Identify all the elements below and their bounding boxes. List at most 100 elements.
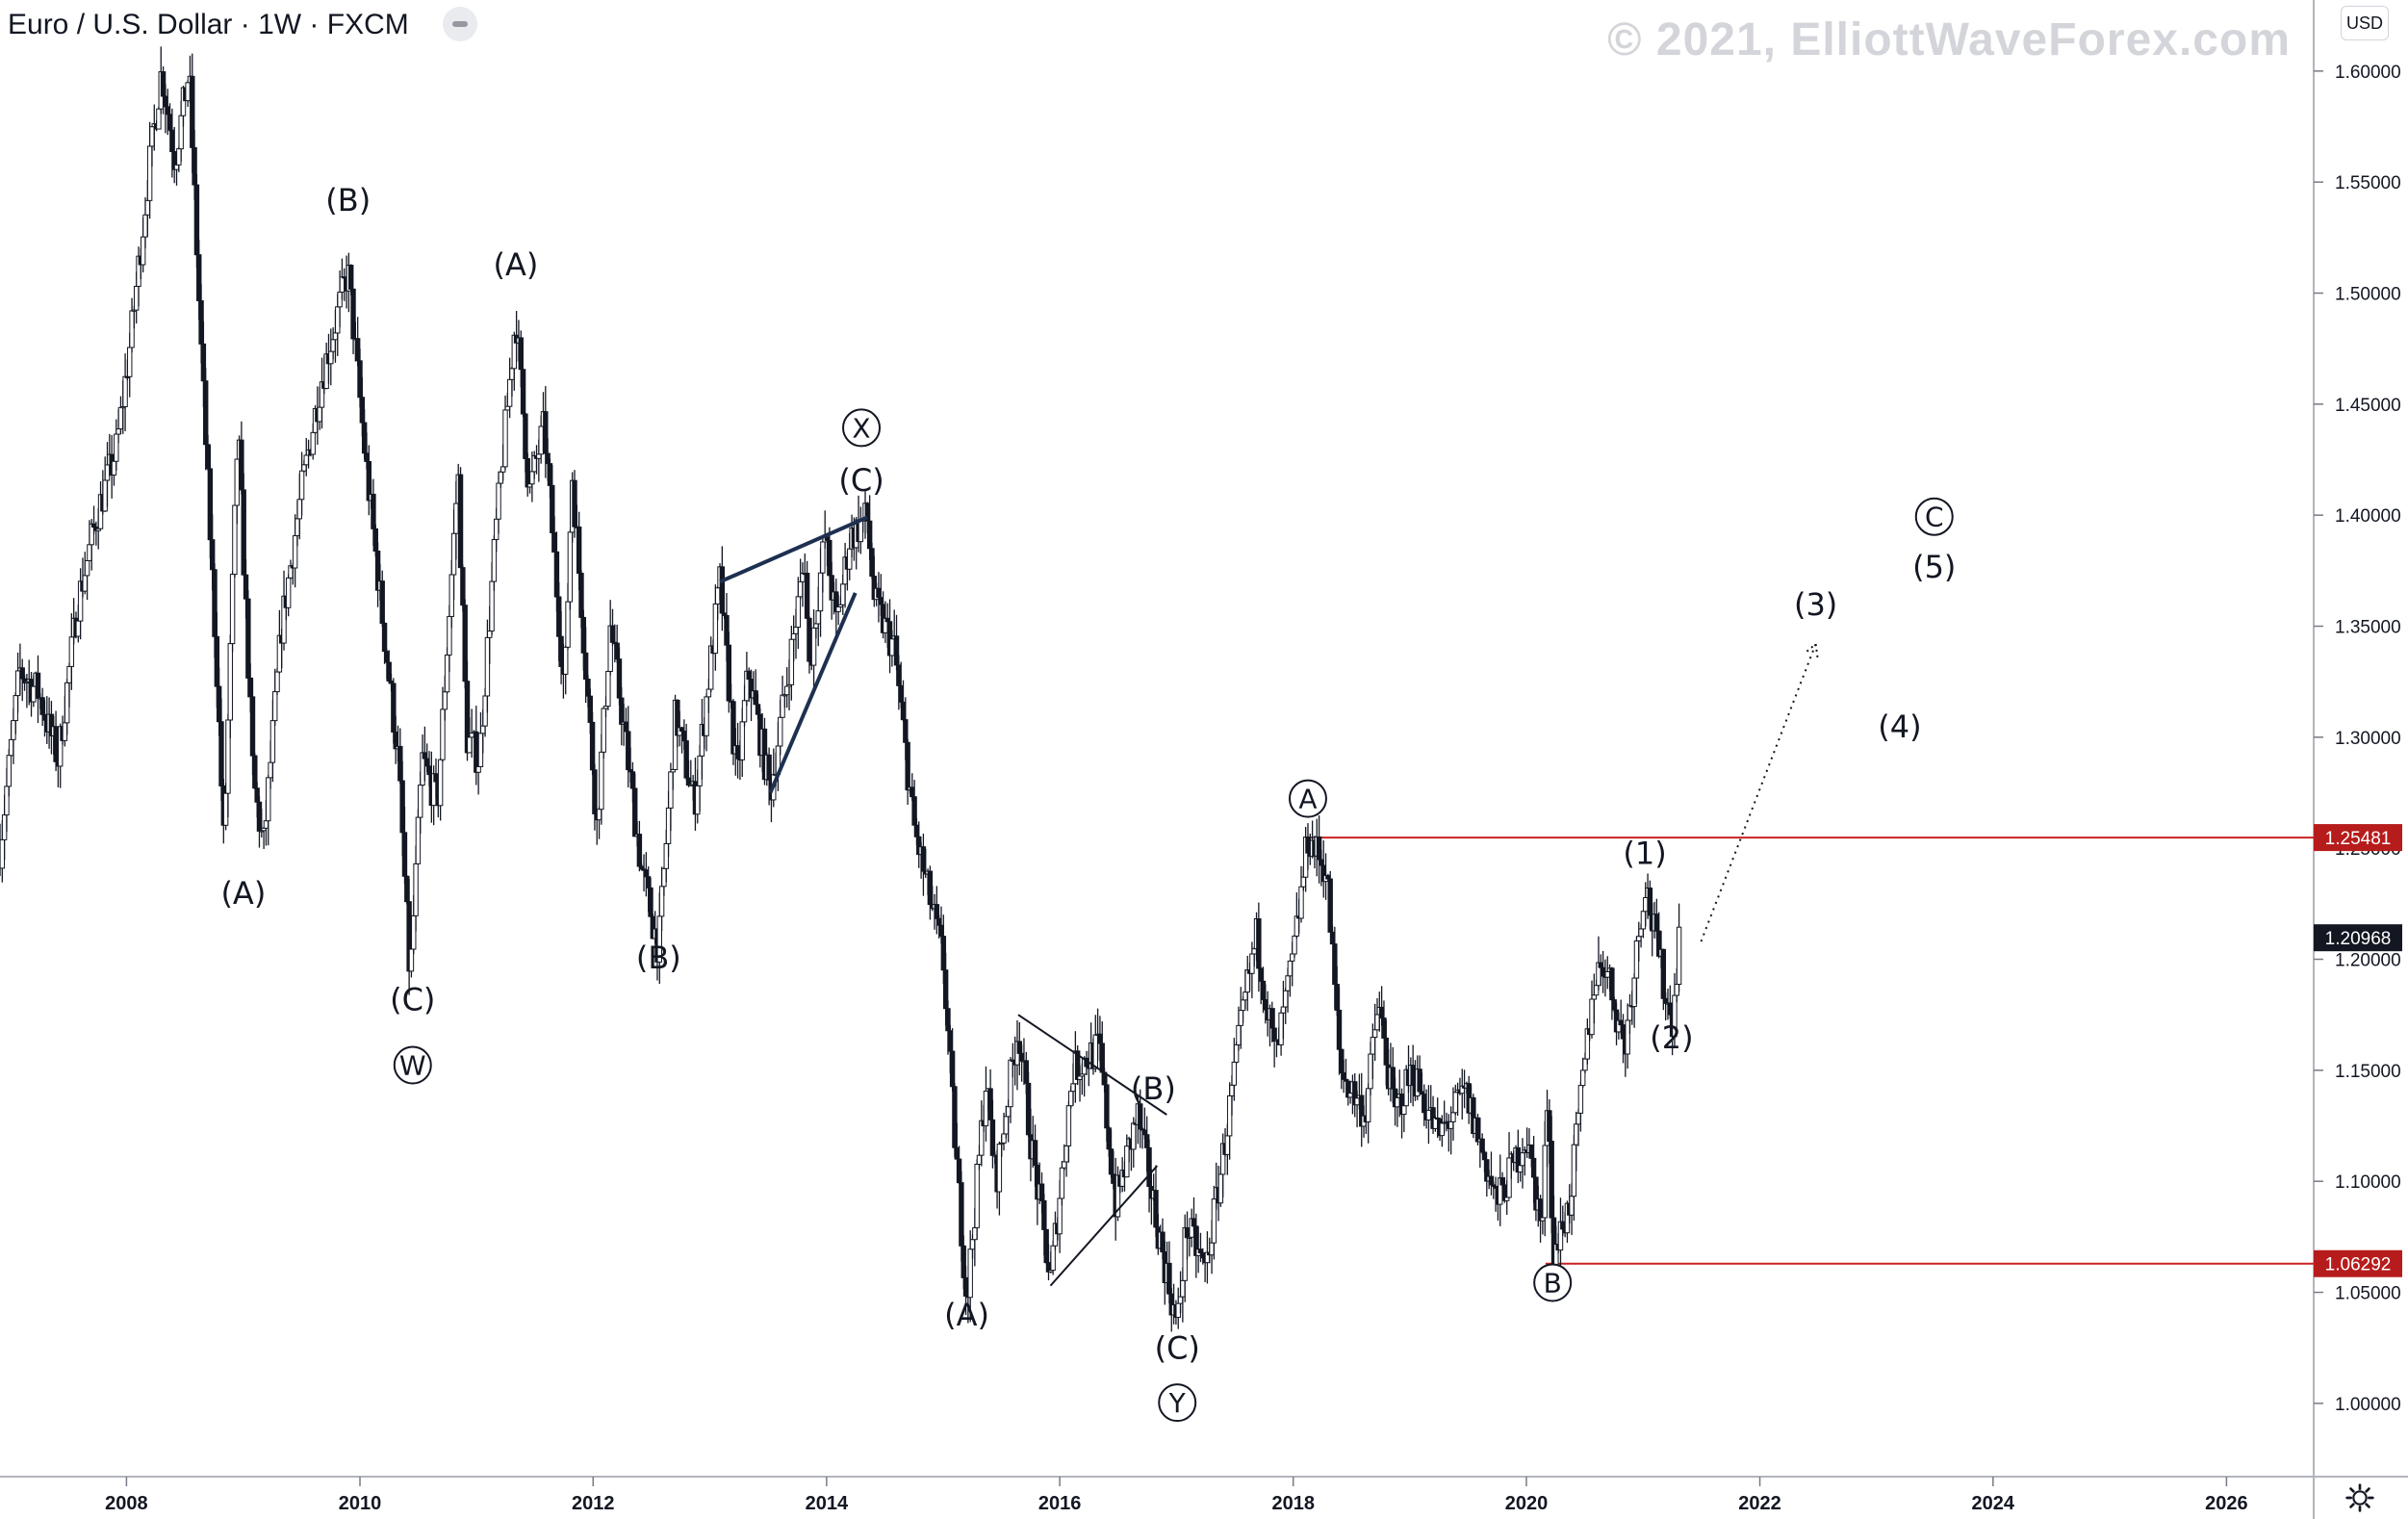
candle-body	[149, 126, 155, 147]
candle-body	[53, 726, 59, 762]
y-tick-label: 1.55000	[2335, 173, 2401, 193]
candle-body	[1549, 1141, 1554, 1219]
candle-body	[408, 948, 415, 972]
candle-body	[218, 721, 224, 786]
candle-body	[35, 672, 41, 699]
candle-body	[1347, 1093, 1353, 1098]
candle-body	[1598, 962, 1603, 968]
price-axis[interactable]: 1.000001.050001.100001.150001.200001.250…	[2314, 63, 2402, 1415]
candle-body	[609, 625, 616, 643]
candle-body	[1285, 975, 1291, 991]
candle-body	[256, 801, 263, 832]
wave-label-circle	[1914, 497, 1954, 536]
candle-body	[1108, 1148, 1114, 1175]
candle-body	[935, 917, 942, 926]
candle-body	[84, 560, 90, 577]
candle-body	[1068, 1091, 1074, 1107]
candle-body	[500, 466, 506, 473]
candle-body	[1292, 935, 1297, 955]
wave-label-circle	[1533, 1263, 1573, 1302]
candle-body	[475, 765, 481, 773]
candle-body	[835, 606, 841, 612]
candle-body	[1580, 1069, 1586, 1087]
candle-body	[547, 463, 553, 486]
candle-body	[75, 620, 82, 637]
candle-body	[807, 617, 812, 662]
candle-body	[1370, 1037, 1376, 1055]
candle-body	[0, 838, 6, 869]
candle-body	[596, 809, 602, 821]
gear-icon[interactable]	[2344, 1482, 2375, 1513]
candle-body	[766, 754, 772, 781]
time-axis[interactable]: 2008 2010 2012 2014 2016 2018 2020 2022 2024 2026	[105, 1477, 2248, 1514]
candle-body	[558, 635, 564, 667]
candle-body	[1, 814, 8, 840]
candle-body	[1517, 1165, 1524, 1173]
wave-label: (2)	[1650, 1019, 1693, 1056]
candle-body	[755, 704, 761, 715]
collapse-legend-button[interactable]	[443, 7, 477, 41]
candle-body	[214, 635, 220, 687]
candle-body	[249, 696, 256, 757]
candle-body	[1177, 1296, 1184, 1304]
candle-body	[102, 479, 108, 512]
candle-body	[87, 544, 92, 562]
candle-body	[509, 368, 515, 380]
candle-body	[529, 471, 535, 485]
candle-body	[1008, 1059, 1013, 1108]
candle-body	[712, 603, 719, 655]
candle-body	[1175, 1302, 1181, 1319]
candle-body	[1569, 1196, 1575, 1216]
candle-body	[753, 690, 758, 706]
currency-button[interactable]: USD	[2341, 6, 2389, 40]
candle-body	[1099, 1043, 1105, 1073]
candle-body	[572, 479, 577, 528]
candle-body	[1410, 1065, 1416, 1086]
candle-body	[13, 695, 18, 722]
header-separator: ·	[232, 9, 259, 40]
candle-body	[629, 771, 636, 789]
candle-body	[643, 869, 650, 878]
candle-body	[489, 580, 495, 632]
candle-body	[1530, 1157, 1537, 1178]
candle-body	[185, 82, 191, 102]
candle-body	[266, 777, 271, 822]
candle-body	[616, 658, 623, 699]
candle-body	[668, 771, 674, 809]
candle-body	[567, 531, 574, 603]
y-tick-label: 1.45000	[2335, 396, 2401, 416]
trendline	[1017, 1014, 1167, 1116]
candle-body	[942, 969, 949, 1010]
candle-body	[227, 643, 233, 721]
level-price-label: 1.06292	[2325, 1255, 2392, 1275]
candle-body	[550, 484, 555, 533]
candle-body	[840, 583, 846, 605]
candle-body	[545, 452, 551, 465]
candle-body	[444, 654, 450, 693]
candle-body	[1319, 859, 1324, 866]
wave-labels: (A) (B) (C) W (A) (B) X (C) (A) (B) (C) Y A B (1) (2) (3…	[220, 182, 1956, 1423]
candle-body	[104, 464, 111, 481]
candle-body	[1381, 1017, 1387, 1039]
candle-body	[1249, 953, 1255, 974]
candle-body	[663, 842, 669, 869]
candle-body	[1506, 1157, 1512, 1198]
candle-body	[1231, 1061, 1238, 1086]
candle-body	[1425, 1109, 1432, 1120]
candle-body	[1258, 967, 1264, 982]
candle-body	[404, 875, 410, 903]
candle-body	[556, 596, 562, 637]
symbol-header[interactable]: Euro / U.S. Dollar · 1W · FXCM	[8, 6, 409, 44]
candle-body	[648, 887, 653, 917]
candle-body	[784, 685, 790, 696]
candle-body	[878, 597, 884, 605]
candle-body	[804, 573, 810, 619]
candle-body	[884, 617, 890, 623]
candle-body	[1280, 1006, 1287, 1014]
candle-body	[115, 428, 121, 435]
candle-body	[200, 343, 207, 382]
candle-body	[1124, 1146, 1130, 1178]
candle-body	[241, 489, 246, 576]
candle-body	[1604, 970, 1610, 978]
